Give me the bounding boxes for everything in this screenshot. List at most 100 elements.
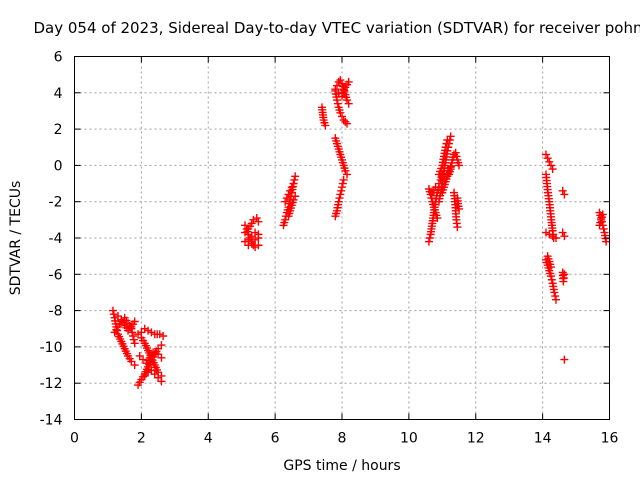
data-point (343, 119, 352, 128)
data-point (336, 76, 345, 85)
data-point (442, 139, 451, 148)
data-point (338, 183, 346, 192)
data-point (246, 234, 255, 242)
x-axis-label: GPS time / hours (283, 458, 400, 474)
data-point (281, 197, 290, 206)
data-point (109, 310, 118, 319)
data-point (455, 204, 464, 213)
data-point (560, 355, 569, 364)
axis-ticks (74, 56, 610, 420)
x-tick-label: 6 (271, 431, 280, 447)
data-point (455, 161, 464, 170)
data-point (558, 228, 567, 237)
y-tick-label: -10 (40, 340, 63, 356)
x-tick-label: 8 (338, 431, 347, 447)
x-tick-label: 16 (601, 431, 619, 447)
data-point (157, 353, 166, 362)
data-point (129, 332, 138, 341)
y-tick-label: -12 (40, 376, 63, 392)
data-point (130, 317, 139, 326)
data-point (541, 150, 550, 159)
data-point (546, 263, 555, 272)
data-point (247, 219, 256, 228)
data-point (130, 361, 139, 370)
data-point (159, 332, 168, 341)
data-point (289, 195, 298, 204)
data-point (336, 190, 345, 199)
data-point (338, 112, 346, 121)
y-axis-tick-labels: 6 4 2 0 -2 -4 -6 -8 -10 -12 -14 (40, 50, 63, 429)
y-tick-label: -6 (49, 267, 63, 283)
data-point (108, 306, 117, 315)
data-point (289, 179, 298, 188)
data-point (338, 179, 347, 188)
y-tick-label: -2 (49, 195, 63, 211)
data-point (548, 165, 557, 174)
data-point (451, 148, 460, 157)
data-point (560, 232, 569, 241)
x-tick-label: 4 (204, 431, 213, 447)
data-point (546, 161, 555, 170)
chart-title: Day 054 of 2023, Sidereal Day-to-day VTE… (33, 19, 640, 37)
y-tick-label: -4 (49, 231, 63, 247)
data-point (254, 234, 263, 242)
data-point (543, 154, 552, 163)
data-point (341, 117, 350, 126)
data-point (426, 190, 435, 199)
y-tick-label: -8 (49, 304, 63, 320)
y-axis-label: SDTVAR / TECUs (8, 181, 24, 296)
data-point (332, 81, 341, 90)
data-point (545, 157, 554, 166)
data-point (128, 328, 137, 337)
data-point (287, 183, 296, 192)
data-point (433, 214, 442, 223)
data-point (129, 335, 138, 344)
data-point (321, 121, 330, 130)
data-point (599, 224, 608, 233)
data-point (130, 339, 139, 348)
data-point (252, 214, 261, 223)
data-point (157, 341, 166, 350)
y-tick-label: -14 (40, 413, 63, 429)
data-point (441, 143, 450, 152)
data-point (286, 186, 295, 195)
data-point (547, 275, 556, 284)
data-point (427, 194, 436, 203)
data-point (291, 192, 300, 201)
data-point (343, 96, 352, 105)
x-tick-label: 14 (534, 431, 552, 447)
data-point (284, 190, 293, 199)
data-point (339, 175, 348, 184)
data-point (558, 186, 567, 195)
x-tick-label: 12 (467, 431, 485, 447)
data-point (336, 108, 345, 117)
data-point (334, 197, 343, 206)
data-point (551, 292, 560, 301)
data-point (157, 377, 166, 386)
data-point (453, 223, 462, 232)
data-point (254, 241, 263, 250)
data-point (443, 135, 452, 144)
data-point (552, 234, 560, 242)
data-point (341, 166, 350, 175)
data-point (282, 194, 291, 203)
x-tick-label: 0 (70, 431, 79, 447)
data-point (333, 99, 342, 108)
x-tick-label: 2 (137, 431, 146, 447)
y-tick-label: 6 (54, 50, 63, 66)
data-point (335, 194, 344, 203)
data-point (291, 172, 300, 181)
y-tick-label: 0 (54, 158, 63, 174)
x-axis-tick-labels: 0 2 4 6 8 10 12 14 16 (70, 431, 618, 447)
data-point (424, 237, 433, 246)
data-point (550, 288, 559, 297)
data-point (344, 77, 353, 86)
data-point (290, 175, 299, 184)
x-tick-label: 10 (400, 431, 418, 447)
data-point (598, 210, 607, 219)
y-tick-label: 2 (54, 122, 63, 138)
data-point (344, 99, 353, 108)
data-point (552, 295, 560, 304)
data-point (332, 96, 341, 105)
